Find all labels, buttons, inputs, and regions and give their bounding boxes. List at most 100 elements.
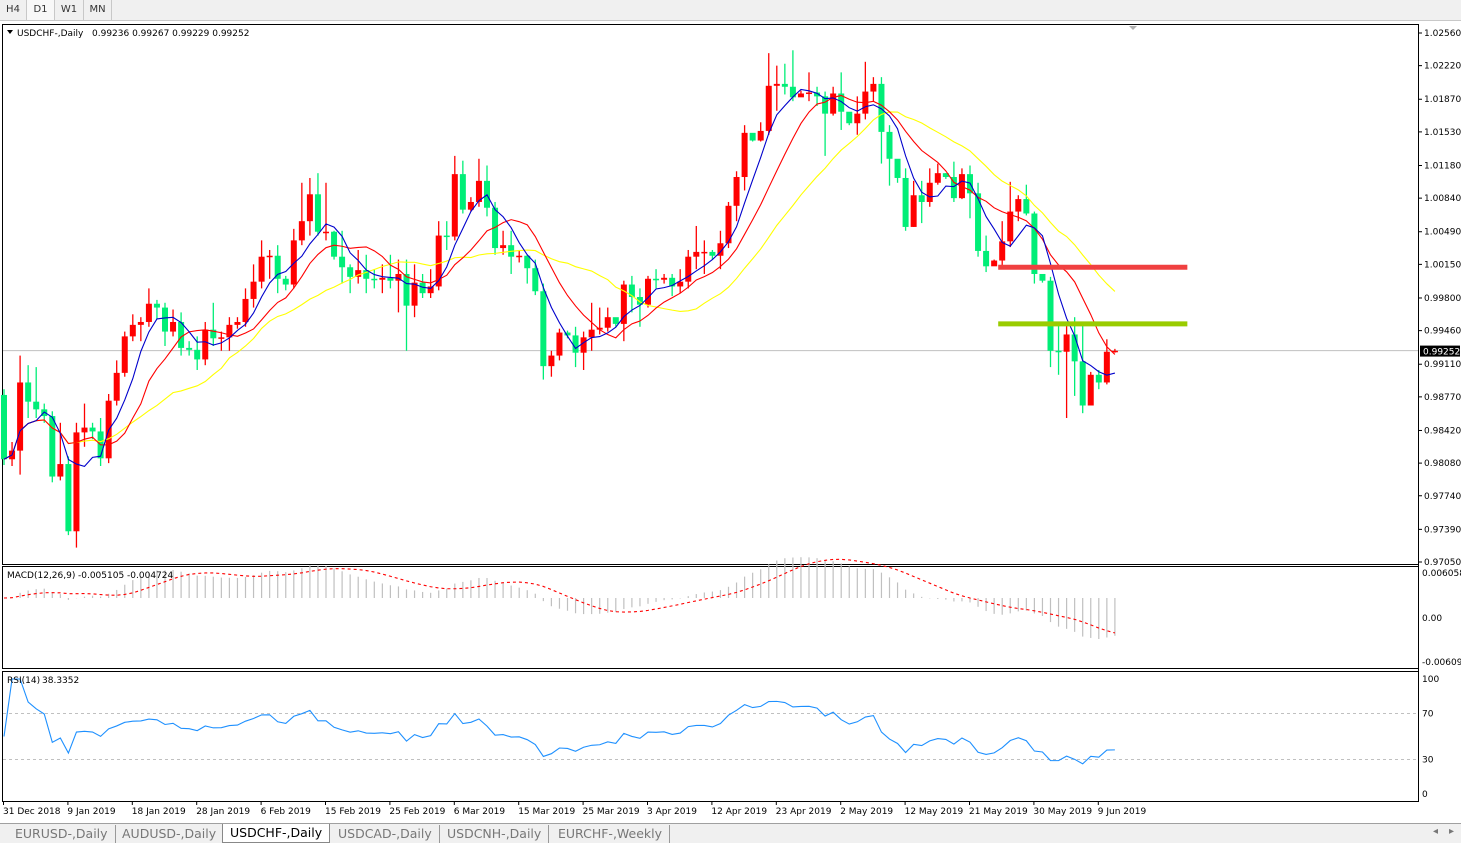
chart-shift-marker-icon[interactable] [1129,26,1137,30]
candle-body[interactable] [323,231,329,234]
candle-body[interactable] [73,432,80,532]
candle-body[interactable] [459,174,466,210]
candle-body[interactable] [33,401,40,410]
candle-body[interactable] [242,298,249,322]
candle-body[interactable] [1007,211,1014,242]
candle-body[interactable] [677,281,684,287]
candle-body[interactable] [379,277,386,280]
symbol-dropdown-icon[interactable] [7,30,13,34]
candle-body[interactable] [81,427,88,433]
candle-body[interactable] [749,132,756,141]
candle-body[interactable] [298,221,305,241]
candle-body[interactable] [999,241,1006,261]
candle-body[interactable] [854,113,861,124]
candle-body[interactable] [218,337,225,339]
candle-body[interactable] [717,243,724,256]
candle-body[interactable] [596,327,603,330]
candle-body[interactable] [129,324,136,337]
candle-body[interactable] [1095,374,1102,383]
candle-body[interactable] [395,273,402,281]
candle-body[interactable] [1,394,7,460]
candle-body[interactable] [701,251,708,254]
candle-body[interactable] [266,255,273,258]
candle-body[interactable] [371,278,378,281]
candle-body[interactable] [113,372,120,401]
candle-body[interactable] [653,278,660,281]
tab-usdcad[interactable]: USDCAD-,Daily [331,825,440,843]
candle-body[interactable] [500,245,507,249]
candle-body[interactable] [838,93,845,112]
candle-body[interactable] [145,303,152,322]
candle-body[interactable] [733,177,740,206]
candle-body[interactable] [387,277,394,281]
tab-eurusd[interactable]: EURUSD-,Daily [8,825,116,843]
candle-body[interactable] [1015,199,1022,212]
candle-body[interactable] [902,177,909,227]
candle-body[interactable] [403,273,410,306]
candle-body[interactable] [250,281,257,299]
candle-body[interactable] [612,317,619,324]
candle-body[interactable] [411,282,418,306]
candle-body[interactable] [564,332,571,336]
candle-body[interactable] [1071,334,1078,362]
scroll-right-icon[interactable]: ▸ [1449,826,1455,837]
candle-body[interactable] [814,92,821,97]
candle-body[interactable] [17,382,24,451]
candle-body[interactable] [1111,350,1118,353]
timeframe-w1-button[interactable]: W1 [55,0,84,20]
candle-body[interactable] [1079,361,1086,406]
candle-body[interactable] [789,86,796,98]
candle-body[interactable] [910,195,917,227]
candle-body[interactable] [202,329,209,360]
candle-body[interactable] [685,256,692,282]
candle-body[interactable] [427,286,434,294]
candle-body[interactable] [556,332,563,356]
candle-body[interactable] [830,93,837,114]
candle-body[interactable] [355,270,362,277]
candle-body[interactable] [669,277,676,287]
candle-body[interactable] [950,177,957,199]
tab-eurchf[interactable]: EURCHF-,Weekly [551,825,671,843]
candle-body[interactable] [435,235,442,287]
candle-body[interactable] [234,321,241,325]
candle-body[interactable] [540,291,547,367]
scroll-left-icon[interactable]: ◂ [1433,826,1439,837]
candle-body[interactable] [926,182,933,202]
candle-body[interactable] [331,231,338,257]
candle-body[interactable] [548,355,555,367]
candle-body[interactable] [806,92,812,95]
candle-body[interactable] [314,194,321,232]
chart-area[interactable]: 1.02560 1.02220 1.01870 1.01530 1.01180 1.008… [0,20,1461,823]
candle-body[interactable] [757,130,764,141]
candle-body[interactable] [258,256,265,282]
candle-body[interactable] [186,347,193,350]
candle-body[interactable] [451,174,458,237]
candle-body[interactable] [725,205,732,244]
candle-body[interactable] [580,337,587,353]
candle-body[interactable] [49,416,56,477]
candle-body[interactable] [588,329,595,338]
timeframe-h4-button[interactable]: H4 [0,0,27,20]
candle-body[interactable] [467,201,474,210]
candle-body[interactable] [226,324,233,338]
candle-body[interactable] [1055,350,1062,353]
candle-body[interactable] [572,335,579,353]
tab-audusd[interactable]: AUDUSD-,Daily [115,825,225,843]
candle-body[interactable] [137,321,144,325]
candle-body[interactable] [661,277,668,280]
candle-body[interactable] [781,83,788,87]
candle-body[interactable] [178,321,185,348]
timeframe-d1-button[interactable]: D1 [27,0,55,20]
candle-body[interactable] [741,132,748,178]
candle-body[interactable] [1063,334,1070,352]
candle-body[interactable] [878,83,885,132]
candle-body[interactable] [822,96,829,114]
candle-body[interactable] [65,464,72,532]
candle-body[interactable] [886,131,893,159]
candle-body[interactable] [290,240,297,285]
candle-body[interactable] [419,282,426,294]
candle-body[interactable] [991,260,998,267]
candle-body[interactable] [363,270,370,279]
candle-body[interactable] [210,329,217,339]
candle-body[interactable] [443,235,450,238]
